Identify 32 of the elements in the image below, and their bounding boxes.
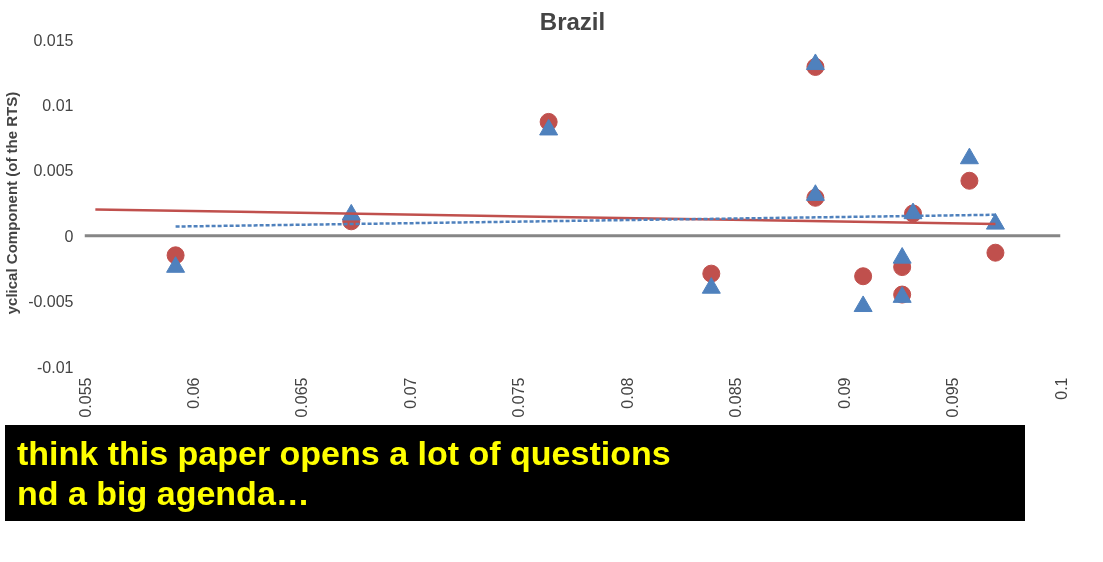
x-tick-label: 0.065 — [293, 377, 311, 418]
text: think this paper opens a lot of questions nd a big agenda… — [5, 425, 1025, 521]
point — [166, 256, 186, 273]
point — [702, 264, 721, 283]
point — [986, 243, 1005, 262]
x-tick-label: 0.09 — [835, 377, 853, 409]
chart-title: Brazil — [539, 7, 606, 35]
point — [854, 267, 873, 286]
point — [959, 147, 979, 165]
x-tick-label: 0.06 — [184, 377, 202, 409]
x-tick-label: 0.07 — [401, 377, 419, 409]
y-tick-label: 0.01 — [42, 96, 74, 114]
x-tick-label: 0.055 — [76, 377, 94, 418]
point — [805, 184, 825, 201]
point — [985, 213, 1005, 230]
y-tick-label: 0 — [64, 227, 74, 245]
y-tick-label: -0.01 — [37, 358, 74, 376]
y-tick-label: -0.005 — [28, 293, 74, 311]
point — [701, 277, 721, 294]
y-tick-label: 0.005 — [33, 162, 74, 180]
point — [960, 171, 979, 190]
point — [892, 247, 912, 264]
point — [539, 118, 559, 136]
point — [805, 53, 825, 71]
y-tick-label: 0.015 — [33, 31, 74, 49]
x-tick-label: 0.085 — [727, 377, 745, 418]
point — [853, 295, 873, 313]
x-tick-label: 0.075 — [510, 377, 528, 418]
x-tick-label: 0.1 — [1052, 377, 1070, 400]
x-tick-label: 0.08 — [618, 377, 636, 409]
y-axis-title: yclical Component (of the RTS) — [3, 91, 21, 315]
x-tick-label: 0.095 — [944, 377, 962, 418]
